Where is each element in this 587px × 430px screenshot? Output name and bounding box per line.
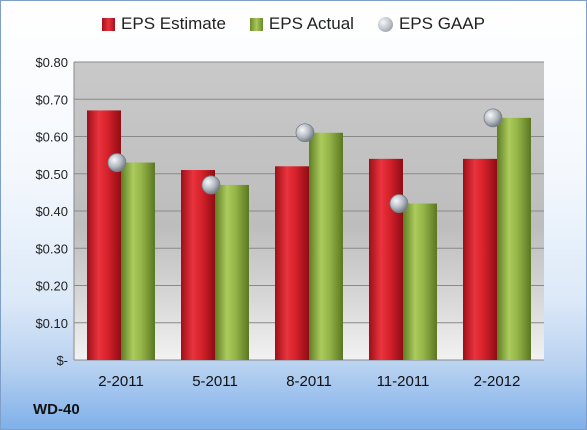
- point-eps-gaap: [107, 153, 127, 172]
- legend-label-eps-actual: EPS Actual: [268, 14, 354, 33]
- y-tick-label: $0.10: [35, 316, 68, 331]
- legend-swatch-eps-actual: [249, 17, 263, 31]
- y-tick-label: $0.70: [35, 92, 68, 107]
- point-eps-gaap: [201, 175, 221, 195]
- legend: EPS Estimate EPS Actual EPS GAAP: [0, 14, 587, 34]
- legend-item-eps-actual: EPS Actual: [249, 14, 354, 34]
- legend-swatch-eps-estimate: [102, 17, 116, 31]
- y-tick-label: $0.60: [35, 130, 68, 145]
- bar-eps-actual: [403, 203, 437, 360]
- y-tick-label: $-: [56, 353, 68, 368]
- bar-eps-estimate: [463, 158, 497, 360]
- point-eps-gaap: [295, 123, 315, 143]
- y-axis-ticks: $- $0.10 $0.20 $0.30 $0.40 $0.50 $0.60 $0.70 $0.…: [35, 55, 68, 368]
- legend-label-eps-estimate: EPS Estimate: [121, 14, 226, 33]
- x-tick-label: 2-2012: [474, 373, 521, 390]
- bars: [87, 110, 531, 360]
- y-tick-label: $0.40: [35, 204, 68, 219]
- bar-eps-actual: [121, 162, 155, 360]
- point-eps-gaap: [389, 194, 409, 213]
- x-tick-label: 5-2011: [192, 373, 238, 390]
- x-tick-label: 11-2011: [377, 373, 430, 390]
- bar-eps-estimate: [369, 158, 403, 360]
- gaap-points: [107, 108, 503, 213]
- y-tick-label: $0.30: [35, 241, 68, 256]
- bar-eps-estimate: [275, 166, 309, 360]
- x-tick-label: 2-2011: [98, 373, 144, 390]
- bar-eps-actual: [497, 117, 531, 360]
- y-tick-label: $0.20: [35, 279, 68, 294]
- bar-eps-estimate: [87, 110, 121, 360]
- point-eps-gaap: [483, 108, 503, 128]
- x-tick-label: 8-2011: [286, 373, 332, 390]
- company-label: WD-40: [33, 401, 80, 418]
- y-tick-label: $0.80: [35, 55, 68, 70]
- y-tick-label: $0.50: [35, 167, 68, 182]
- legend-item-eps-gaap: EPS GAAP: [377, 14, 485, 34]
- legend-swatch-eps-gaap: [377, 16, 393, 32]
- bar-eps-actual: [309, 132, 343, 360]
- legend-item-eps-estimate: EPS Estimate: [102, 14, 226, 34]
- bar-eps-actual: [215, 184, 249, 360]
- legend-label-eps-gaap: EPS GAAP: [398, 14, 485, 33]
- bar-eps-estimate: [181, 170, 215, 360]
- x-axis-ticks: 2-2011 5-2011 8-2011 11-2011 2-2012: [98, 373, 520, 390]
